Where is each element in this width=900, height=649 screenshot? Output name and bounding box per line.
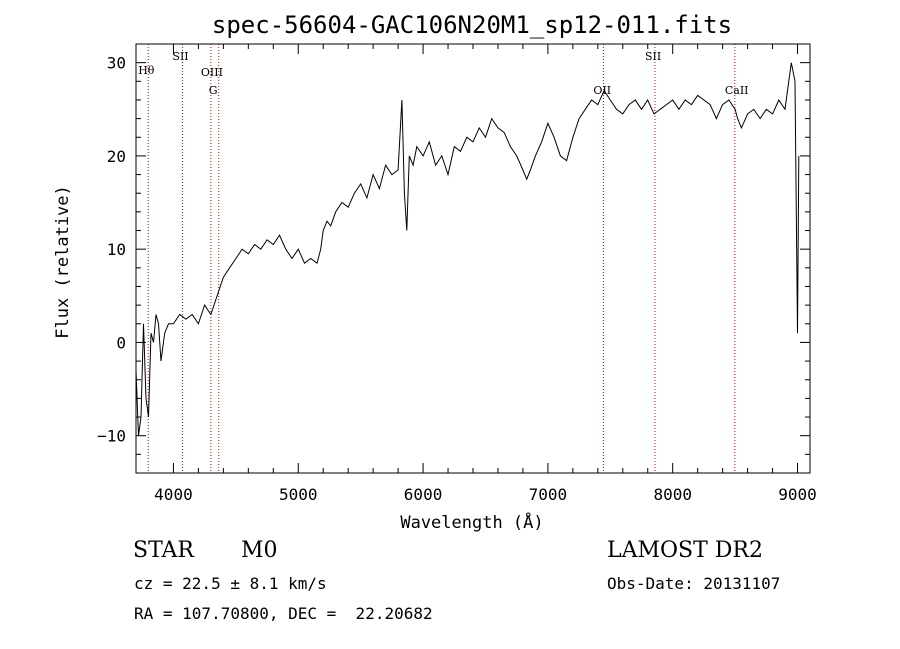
coordinates: RA = 107.70800, DEC = 22.20682 — [134, 604, 433, 623]
x-tick-label: 9000 — [778, 485, 817, 504]
x-tick-label: 6000 — [404, 485, 443, 504]
x-tick-label: 4000 — [154, 485, 193, 504]
x-tick-label: 5000 — [279, 485, 318, 504]
line-marker-label: CaII — [725, 84, 749, 97]
y-tick-label: 0 — [116, 333, 126, 352]
survey-name: LAMOST DR2 — [607, 538, 763, 563]
spectrum-series-line — [135, 62, 800, 436]
axes: 4000 5000 6000 7000 8000 9000 −10 0 10 20 30 — [97, 43, 817, 504]
y-tick-label: 30 — [107, 54, 126, 73]
x-axis-label: Wavelength (Å) — [400, 511, 543, 533]
x-tick-label: 7000 — [529, 485, 568, 504]
x-tick-label: 8000 — [653, 485, 692, 504]
object-subclass: M0 — [241, 538, 278, 563]
observation-date: Obs-Date: 20131107 — [607, 574, 781, 593]
redshift-cz: cz = 22.5 ± 8.1 km/s — [134, 574, 327, 593]
object-class: STAR — [133, 538, 194, 563]
line-marker-label: G — [209, 84, 218, 97]
y-tick-label: 20 — [107, 147, 126, 166]
chart-title: spec-56604-GAC106N20M1_sp12-011.fits — [212, 11, 732, 39]
y-axis-label: Flux (relative) — [53, 185, 73, 339]
y-tick-label: −10 — [97, 427, 126, 446]
y-tick-label: 10 — [107, 240, 126, 259]
line-marker-label: OIII — [201, 66, 223, 79]
line-marker-label: SII — [172, 50, 188, 63]
plot-frame — [135, 43, 811, 474]
line-marker-label: Hθ — [138, 64, 155, 77]
line-marker-label: SII — [645, 50, 661, 63]
